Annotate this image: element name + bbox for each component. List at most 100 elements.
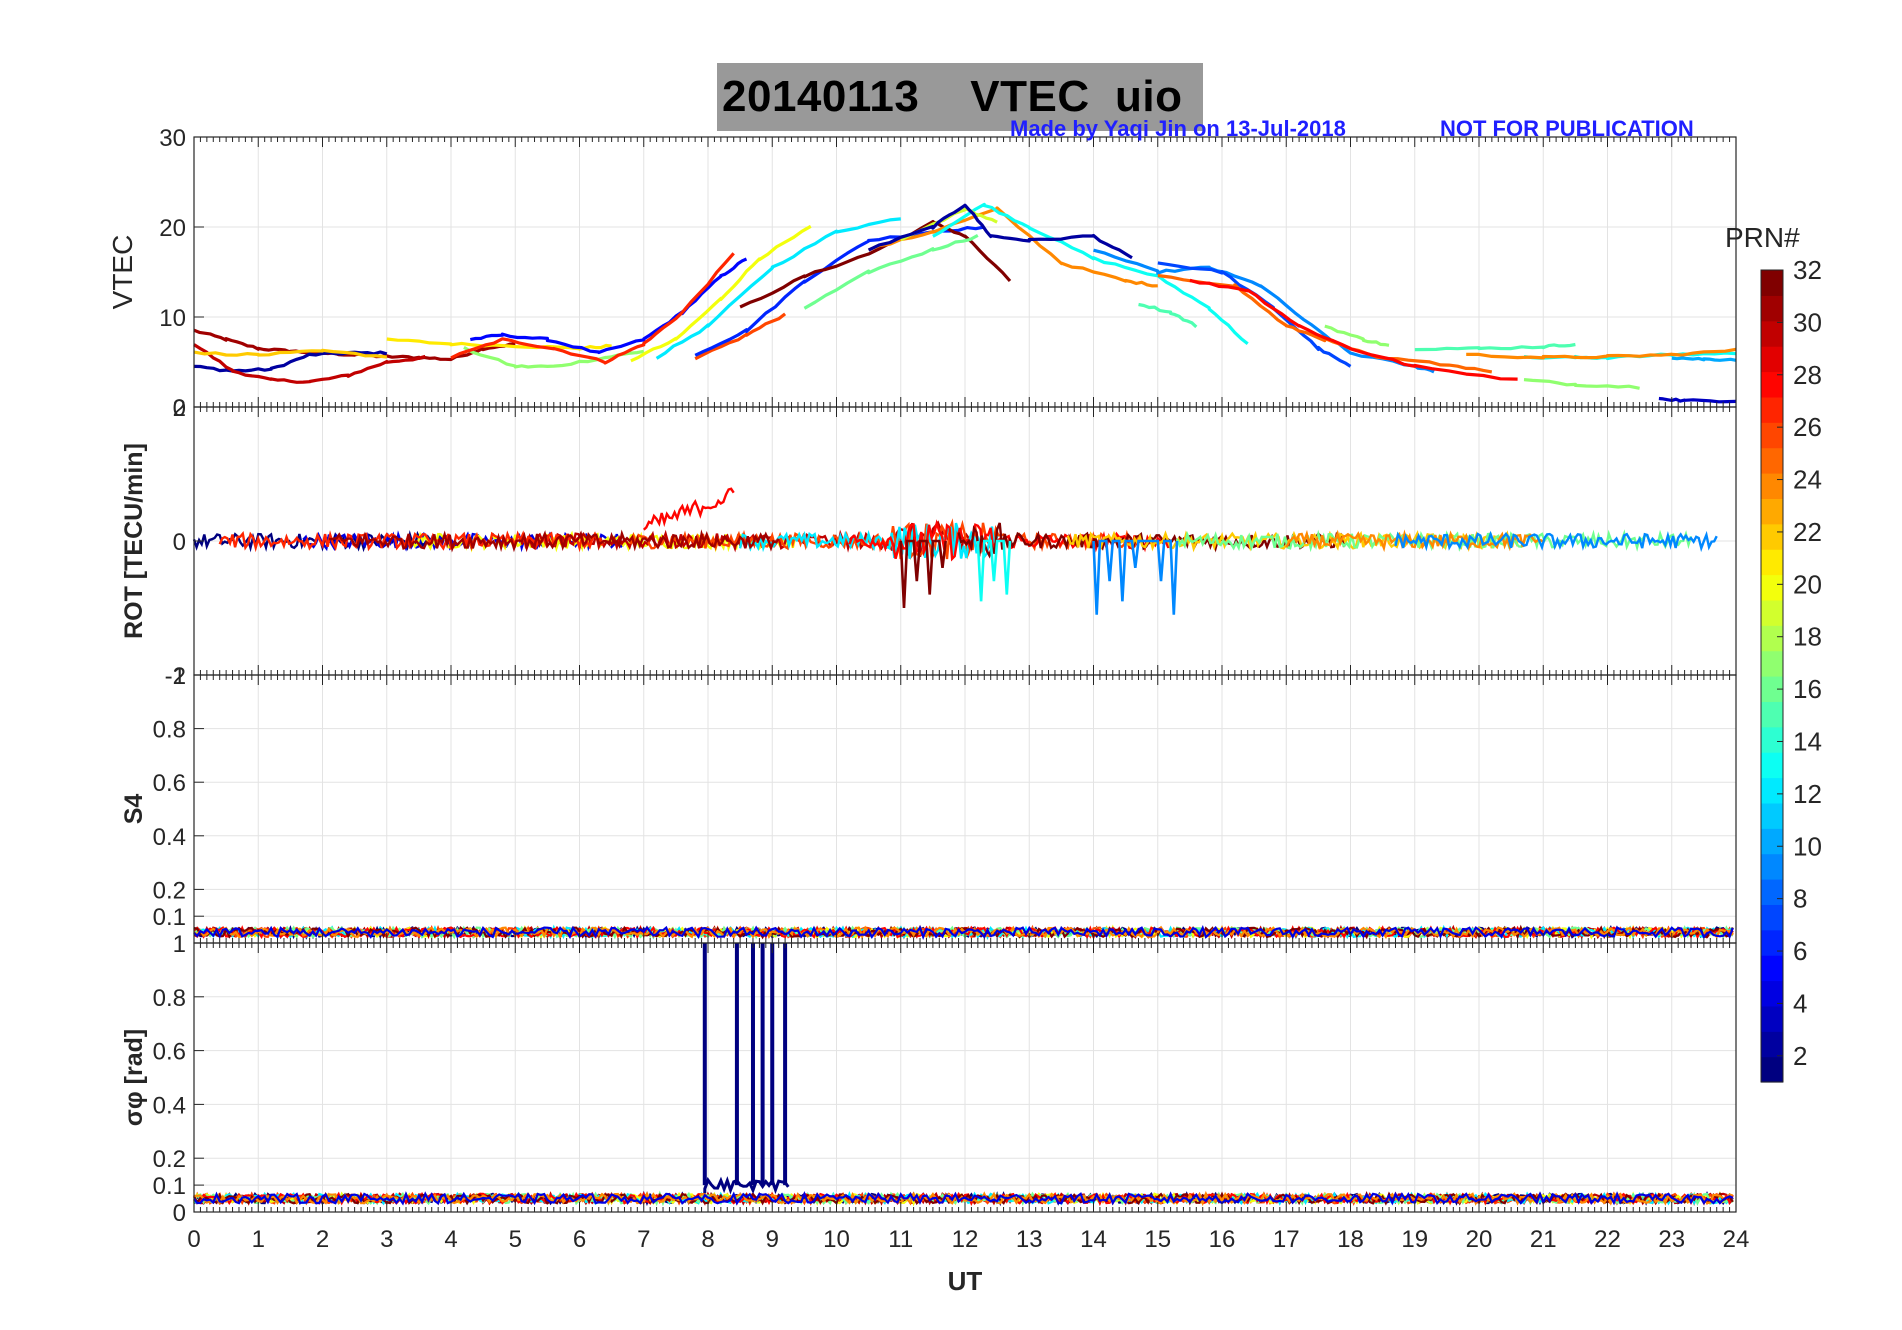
credit-text: Made by Yaqi Jin on 13-Jul-2018 (1010, 116, 1346, 141)
rot-dip-line (976, 539, 1012, 602)
colorbar-band (1761, 549, 1783, 576)
x-tick-label: 0 (187, 1226, 200, 1253)
rot-noise-line (328, 529, 780, 553)
colorbar-tick-label: 26 (1793, 412, 1822, 442)
x-tick-label: 16 (1209, 1226, 1236, 1253)
colorbar-tick-label: 20 (1793, 569, 1822, 599)
colorbar-band (1761, 955, 1783, 982)
colorbar-band (1761, 346, 1783, 373)
colorbar-band (1761, 422, 1783, 449)
y-tick-label: 30 (159, 125, 186, 152)
vtec-series-line (694, 225, 985, 357)
vtec-series-line (1658, 396, 1737, 404)
vtec-series-line (1466, 347, 1737, 360)
vtec-series-line (1157, 273, 1493, 374)
title-station: VTEC uio (970, 72, 1183, 121)
colorbar-tick-label: 6 (1793, 936, 1807, 966)
y-tick-label: 0.6 (153, 770, 186, 797)
x-tick-label: 1 (252, 1226, 265, 1253)
colorbar-band (1761, 498, 1783, 525)
vtec-series-line (1093, 248, 1435, 374)
colorbar-band (1761, 650, 1783, 677)
colorbar-band (1761, 802, 1783, 829)
x-tick-label: 3 (380, 1226, 393, 1253)
x-tick-label: 6 (573, 1226, 586, 1253)
rot-noise-line (738, 522, 999, 560)
y-tick-label: 1 (173, 663, 186, 690)
x-tick-label: 9 (766, 1226, 779, 1253)
colorbar-tick-label: 12 (1793, 779, 1822, 809)
x-tick-label: 18 (1337, 1226, 1364, 1253)
colorbar-tick-label: 32 (1793, 255, 1822, 285)
vtec-series-line (1324, 324, 1390, 347)
notice-text: NOT FOR PUBLICATION (1440, 116, 1694, 141)
vtec-series-line (193, 348, 388, 359)
y-tick-label: 1 (173, 931, 186, 958)
x-axis-label: UT (948, 1266, 983, 1296)
colorbar-band (1761, 726, 1783, 753)
colorbar-band (1761, 1056, 1783, 1083)
vtec-series-line (193, 328, 516, 362)
rot-rise-line (642, 487, 735, 531)
x-tick-label: 10 (823, 1226, 850, 1253)
colorbar-band (1761, 828, 1783, 855)
colorbar-band (1761, 625, 1783, 652)
colorbar-band (1761, 295, 1783, 322)
rot-noise-line (1285, 529, 1544, 553)
colorbar-band (1761, 777, 1783, 804)
vtec-series-line (803, 233, 979, 310)
colorbar-band (1761, 701, 1783, 728)
vtec-series-line (1671, 356, 1737, 362)
vtec-series-line (469, 257, 748, 355)
sigma-base-line (703, 1176, 790, 1195)
vtec-series-line (694, 312, 787, 361)
x-tick-label: 5 (509, 1226, 522, 1253)
colorbar-tick-label: 8 (1793, 884, 1807, 914)
y-axis-label-s4: S4 (120, 794, 148, 825)
colorbar-band (1761, 396, 1783, 423)
y-tick-label: 0.6 (153, 1039, 186, 1066)
y-tick-label: 0.1 (153, 1173, 186, 1200)
colorbar-tick-label: 16 (1793, 674, 1822, 704)
x-tick-label: 23 (1658, 1226, 1685, 1253)
y-axis-label-sigma_phi: σφ [rad] (120, 1029, 148, 1127)
colorbar-band (1761, 1005, 1783, 1032)
x-tick-label: 24 (1723, 1226, 1750, 1253)
y-tick-label: 0.2 (153, 1146, 186, 1173)
colorbar-band (1761, 1031, 1783, 1058)
y-tick-label: 0.8 (153, 717, 186, 744)
x-tick-label: 13 (1016, 1226, 1043, 1253)
colorbar-band (1761, 980, 1783, 1007)
colorbar-band (1761, 270, 1783, 296)
colorbar-tick-label: 22 (1793, 517, 1822, 547)
vtec-series-line (193, 343, 426, 384)
colorbar-band (1761, 473, 1783, 499)
rot-noise-line (1394, 530, 1718, 553)
y-tick-label: 0.4 (153, 1092, 186, 1119)
x-tick-label: 2 (316, 1226, 329, 1253)
vtec-series-line (1157, 261, 1352, 368)
vtec-series-line (1414, 342, 1576, 352)
colorbar-band (1761, 320, 1783, 347)
y-tick-label: 0.2 (153, 877, 186, 904)
rot-dip-line (899, 539, 947, 609)
title-date: 20140113 (722, 72, 920, 121)
x-tick-label: 14 (1080, 1226, 1107, 1253)
vtec-series-line (867, 203, 1133, 260)
colorbar-band (1761, 574, 1783, 601)
x-tick-label: 4 (444, 1226, 457, 1253)
y-tick-label: 0.8 (153, 985, 186, 1012)
title-box (717, 63, 1203, 131)
y-tick-label: 10 (159, 305, 186, 332)
x-tick-label: 11 (888, 1226, 913, 1253)
colorbar-band (1761, 676, 1783, 702)
figure-title: 20140113 VTEC uio (722, 72, 1183, 122)
vtec-series-line (1189, 278, 1518, 381)
colorbar-tick-label: 2 (1793, 1041, 1807, 1071)
x-tick-label: 15 (1144, 1226, 1171, 1253)
colorbar-tick-label: 24 (1793, 465, 1822, 495)
s4-noise-line (193, 925, 1734, 940)
x-tick-label: 20 (1466, 1226, 1493, 1253)
vtec-series-line (932, 202, 1249, 346)
x-tick-label: 12 (952, 1226, 979, 1253)
